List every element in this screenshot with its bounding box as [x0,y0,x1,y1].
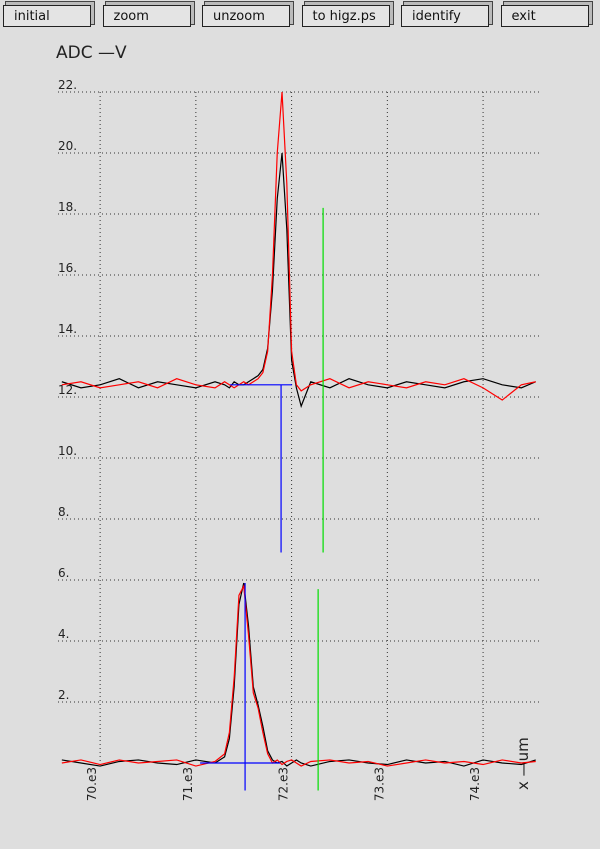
y-tick-label: 8. [58,505,69,519]
y-tick-label: 10. [58,444,77,458]
x-tick-label: 72.e3 [277,767,291,801]
data-line [61,582,536,767]
data-line [61,152,536,409]
y-tick-label: 14. [58,322,77,336]
y-tick-label: 2. [58,688,69,702]
y-tick-label: 6. [58,566,69,580]
y-tick-label: 22. [58,78,77,92]
y-tick-label: 12. [58,383,77,397]
data-line [61,584,536,767]
toolbar-button[interactable]: identify [401,5,489,27]
toolbar: initial zoom unzoom to higz.ps identify exit [0,0,600,34]
y-tick-label: 4. [58,627,69,641]
y-tick-label: 18. [58,200,77,214]
toolbar-button[interactable]: exit [500,5,589,27]
x-tick-label: 70.e3 [85,767,99,801]
toolbar-button[interactable]: unzoom [202,5,290,27]
toolbar-button[interactable]: zoom [102,5,191,27]
y-tick-label: 16. [58,261,77,275]
y-axis-label: ADC —V [56,43,127,63]
data-line [61,91,536,401]
toolbar-button[interactable]: initial [3,5,91,27]
toolbar-button[interactable]: to higz.ps [301,5,390,27]
x-tick-label: 73.e3 [372,767,386,801]
x-tick-label: 71.e3 [181,767,195,801]
x-tick-label: 74.e3 [468,767,482,801]
y-tick-label: 20. [58,139,77,153]
